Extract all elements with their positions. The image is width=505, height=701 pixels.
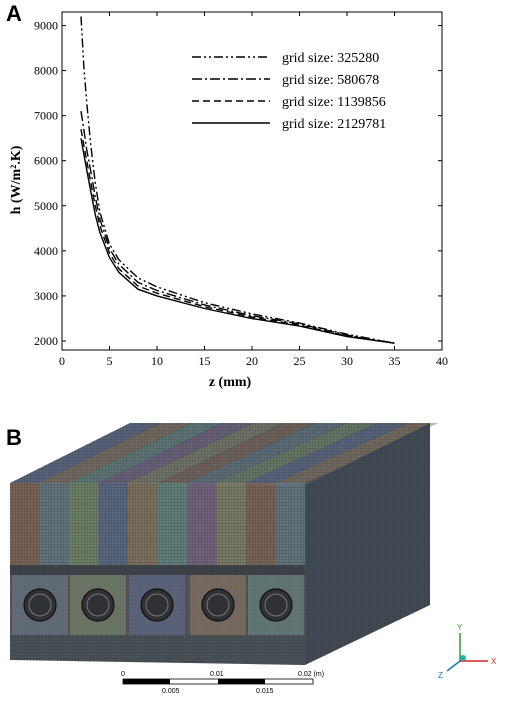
series-line-1 bbox=[80, 16, 395, 344]
y-tick-label: 9000 bbox=[34, 19, 58, 33]
mesh-tube-inner bbox=[145, 593, 169, 617]
chart-legend: grid size: 325280 grid size: 580678 grid s… bbox=[192, 51, 386, 132]
x-axis-label: z (mm) bbox=[209, 375, 252, 390]
chart-ticks: 0 5 10 15 20 25 30 35 40 2000 3000 4000 5000 6000 7000… bbox=[34, 11, 448, 368]
triad-y-label: Y bbox=[457, 623, 463, 632]
scale-bar: 0 0.01 0.02 (m) 0.005 0.015 bbox=[121, 671, 324, 695]
y-tick-label: 6000 bbox=[34, 154, 58, 168]
mesh-tube-inner bbox=[28, 593, 52, 617]
mesh-tube-inner bbox=[264, 593, 288, 617]
y-tick-label: 4000 bbox=[34, 244, 58, 258]
scale-label-002: 0.02 (m) bbox=[298, 671, 324, 678]
x-tick-label: 5 bbox=[107, 354, 113, 368]
x-tick-label: 0 bbox=[59, 354, 65, 368]
y-tick-label: 2000 bbox=[34, 334, 58, 348]
scale-label-0005: 0.005 bbox=[162, 688, 180, 695]
chart-lines bbox=[80, 16, 395, 344]
scale-label-0: 0 bbox=[121, 671, 125, 678]
y-tick-label: 5000 bbox=[34, 199, 58, 213]
y-tick-label: 3000 bbox=[34, 289, 58, 303]
x-tick-label: 10 bbox=[151, 354, 163, 368]
legend-label-4: grid size: 2129781 bbox=[282, 117, 386, 132]
scale-label-001: 0.01 bbox=[210, 671, 224, 678]
x-tick-label: 15 bbox=[199, 354, 211, 368]
mesh-figure: 0 0.01 0.02 (m) 0.005 0.015 Y X Z bbox=[10, 423, 497, 695]
x-tick-label: 30 bbox=[341, 354, 353, 368]
plot-frame bbox=[61, 11, 443, 351]
axis-triad-icon: Y X Z bbox=[438, 623, 497, 680]
y-tick-label: 8000 bbox=[34, 64, 58, 78]
mesh-tube-inner bbox=[206, 593, 230, 617]
y-tick-label: 7000 bbox=[34, 109, 58, 123]
x-tick-label: 20 bbox=[246, 354, 258, 368]
series-line-4 bbox=[80, 138, 395, 344]
x-tick-label: 35 bbox=[389, 354, 401, 368]
legend-label-2: grid size: 580678 bbox=[282, 73, 379, 88]
legend-label-1: grid size: 325280 bbox=[282, 51, 379, 66]
panel-label-a: A bbox=[6, 1, 22, 26]
line-chart: 0 5 10 15 20 25 30 35 40 2000 3000 4000 5000 6000 7000… bbox=[9, 11, 448, 390]
x-tick-label: 40 bbox=[436, 354, 448, 368]
y-axis-label: h (W/m².K) bbox=[9, 145, 24, 214]
triad-z-label: Z bbox=[438, 671, 443, 680]
panel-label-b: B bbox=[6, 425, 22, 450]
legend-label-3: grid size: 1139856 bbox=[282, 95, 386, 110]
triad-x-label: X bbox=[491, 657, 497, 666]
mesh-tube-inner bbox=[86, 593, 110, 617]
series-line-2 bbox=[80, 110, 395, 344]
series-line-3 bbox=[80, 129, 395, 344]
x-tick-label: 25 bbox=[294, 354, 306, 368]
scale-label-0015: 0.015 bbox=[256, 688, 274, 695]
